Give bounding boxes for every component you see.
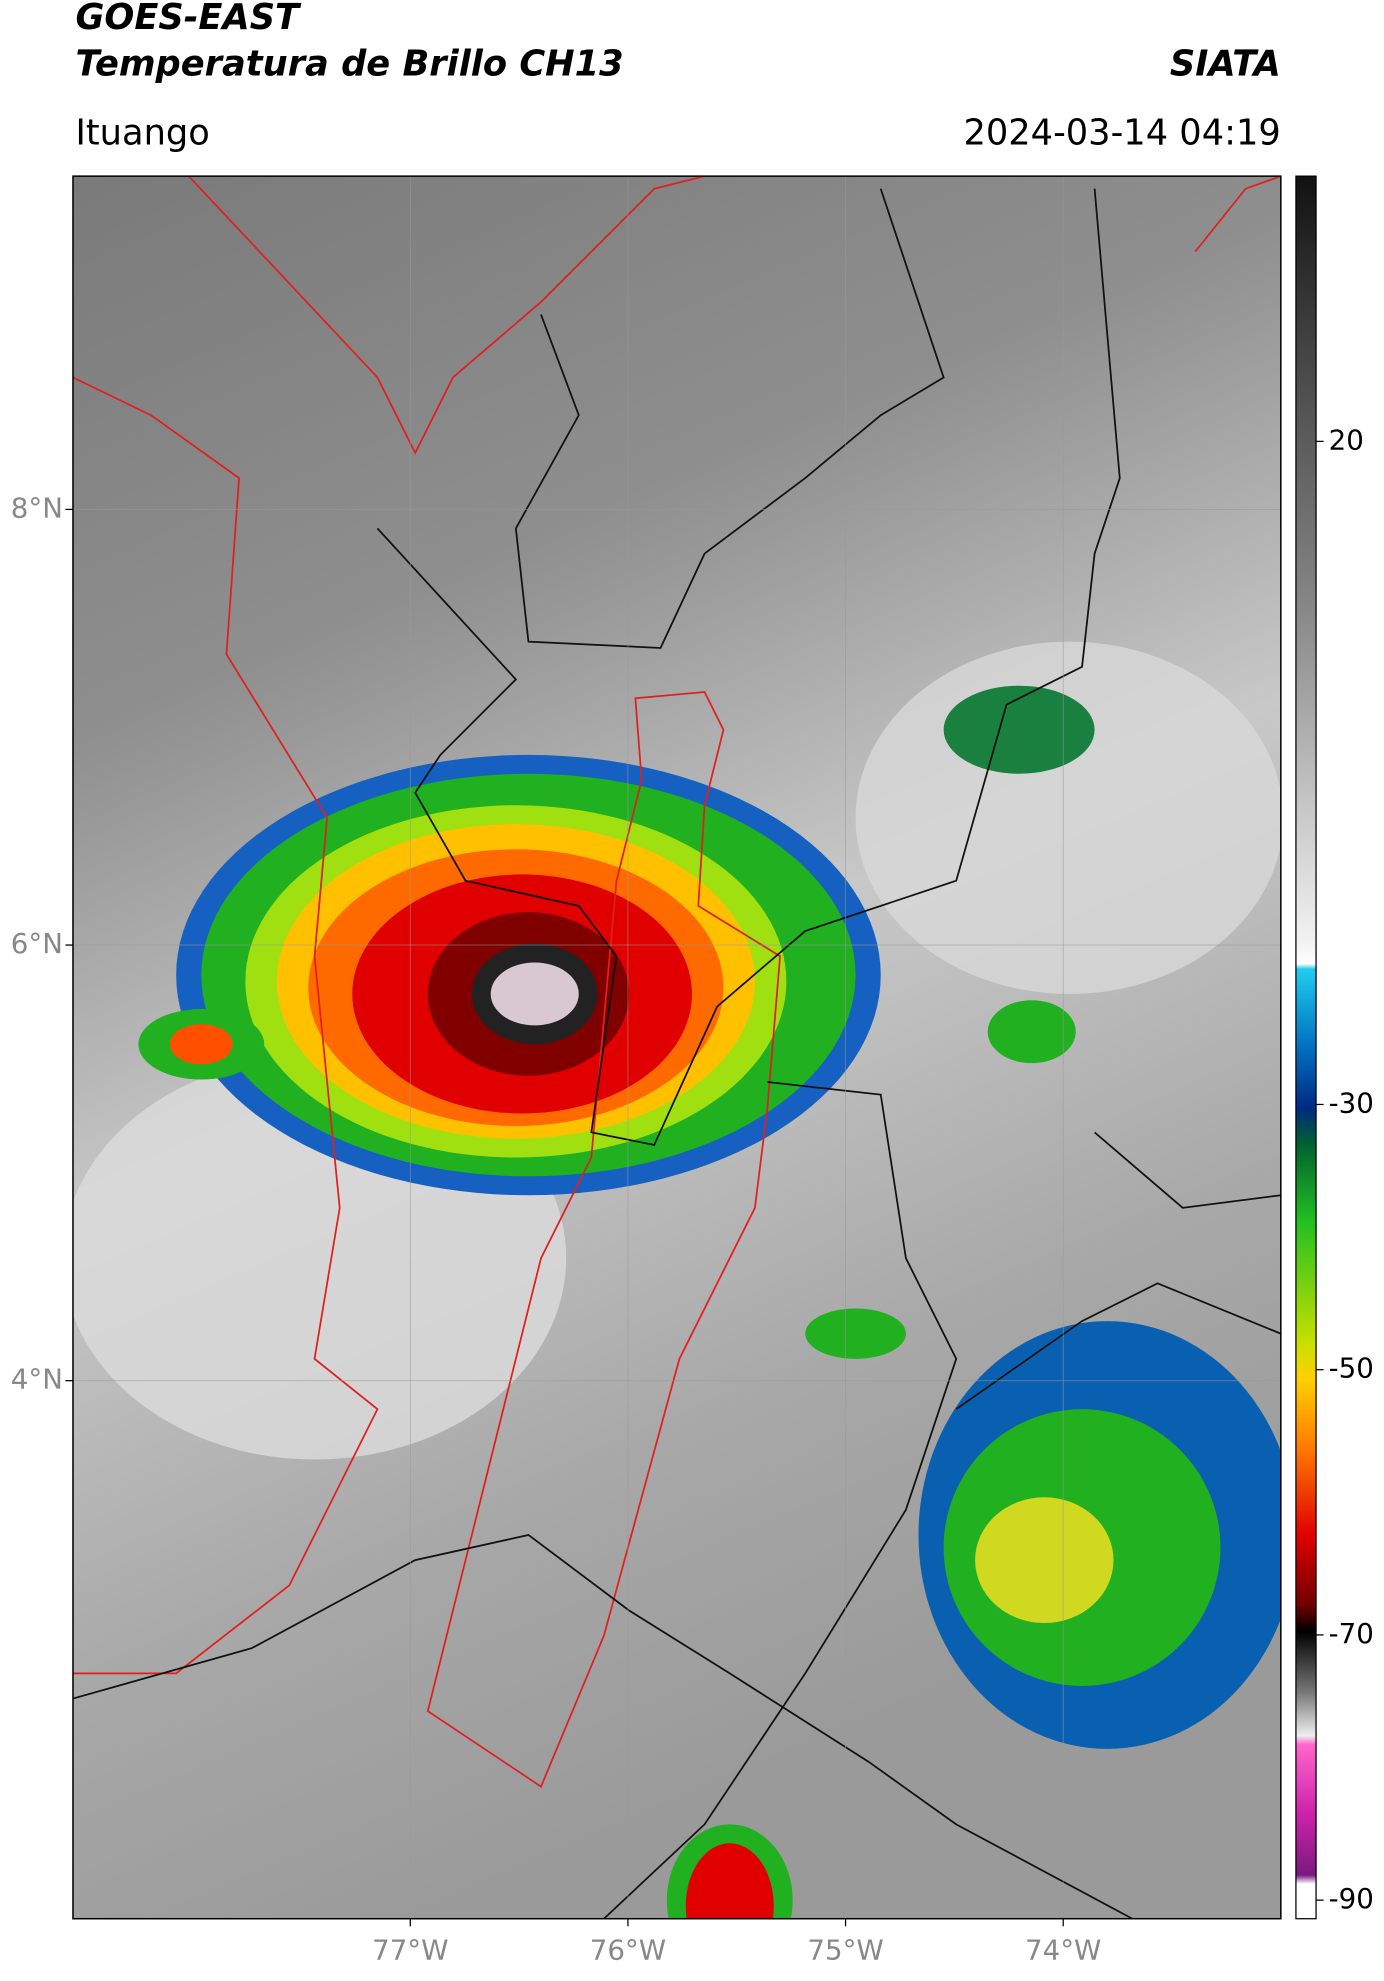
colorbar-tick-label: -30 — [1329, 1086, 1374, 1119]
lon-tick-label: 77°W — [372, 1933, 448, 1966]
map-image — [72, 176, 1281, 1919]
colorbar-tick-label: -90 — [1329, 1882, 1374, 1915]
lon-tick-label: 75°W — [807, 1933, 883, 1966]
colorbar — [1295, 175, 1317, 1920]
location: Ituango — [75, 113, 209, 154]
datetime: 2024-03-14 04:19 — [963, 113, 1280, 154]
colorbar-tick-label: -50 — [1329, 1352, 1374, 1385]
organization: SIATA — [1170, 43, 1281, 84]
lat-tick-label: 8°N — [11, 491, 63, 524]
storm-cell — [138, 754, 881, 1196]
map-frame — [72, 175, 1282, 1920]
lat-tick-label: 6°N — [11, 927, 63, 960]
lat-tick-label: 4°N — [11, 1363, 63, 1396]
colorbar-tick-label: -70 — [1329, 1617, 1374, 1650]
satellite: GOES-EAST — [75, 0, 302, 38]
colorbar-tick-label: 20 — [1329, 423, 1364, 456]
storm-southeast — [666, 685, 1281, 1919]
borders — [72, 176, 1281, 1919]
graticule — [72, 176, 1281, 1919]
lon-tick-label: 74°W — [1025, 1933, 1101, 1966]
product: Temperatura de Brillo CH13 — [75, 43, 623, 84]
lon-tick-label: 76°W — [590, 1933, 666, 1966]
